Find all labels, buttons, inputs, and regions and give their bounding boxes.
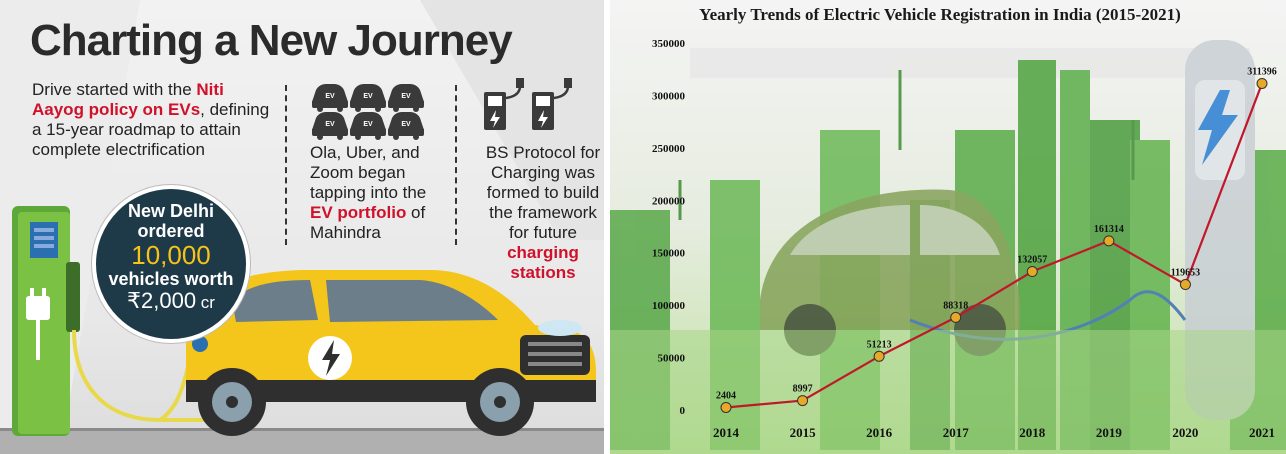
callout-value: ₹2,000 cr xyxy=(96,289,246,315)
car-badge-label: EV xyxy=(401,121,411,128)
ev-car xyxy=(186,270,596,436)
line-chart: Yearly Trends of Electric Vehicle Regist… xyxy=(610,0,1286,454)
background-illustration xyxy=(610,40,1286,454)
callout-circle: New Delhi ordered 10,000 vehicles worth … xyxy=(92,185,250,343)
data-label: 2404 xyxy=(716,390,736,401)
trend-line xyxy=(725,83,1264,409)
plug-icon xyxy=(26,288,50,360)
data-label: 119653 xyxy=(1171,268,1200,279)
charging-station-icon xyxy=(484,78,524,130)
data-point xyxy=(1103,235,1115,247)
y-tick-label: 200000 xyxy=(652,195,686,207)
data-point xyxy=(720,401,732,413)
data-label: 311396 xyxy=(1247,66,1276,77)
data-label: 8997 xyxy=(793,384,813,395)
x-tick-label: 2016 xyxy=(866,425,893,440)
y-tick-label: 0 xyxy=(680,405,686,417)
callout-verb: ordered xyxy=(137,221,205,241)
headline: Charting a New Journey xyxy=(30,16,513,65)
y-tick-label: 300000 xyxy=(652,90,686,102)
car-icon: EV xyxy=(388,112,424,140)
callout-text: vehicles worth xyxy=(108,269,234,289)
car-icon-grid: EV EV EV EV EV EV xyxy=(312,84,424,140)
y-tick-label: 250000 xyxy=(652,143,686,155)
data-point xyxy=(873,350,885,362)
callout-amount: ₹2,000 xyxy=(127,288,197,313)
x-tick-label: 2014 xyxy=(713,425,740,440)
divider xyxy=(455,85,457,245)
charging-station-icon xyxy=(532,78,572,130)
chart-panel: Yearly Trends of Electric Vehicle Regist… xyxy=(610,0,1286,454)
x-axis: 2014 2015 2016 2017 2018 2019 2020 2021 xyxy=(713,425,1275,440)
divider xyxy=(285,85,287,245)
point1-text-a: Drive started with the xyxy=(32,80,197,99)
car-badge-label: EV xyxy=(363,93,373,100)
data-label: 51213 xyxy=(867,339,892,350)
callout-count: 10,000 xyxy=(131,240,211,270)
car-badge-label: EV xyxy=(325,121,335,128)
data-point xyxy=(1256,77,1268,89)
x-tick-label: 2019 xyxy=(1096,425,1123,440)
point2-highlight: EV portfolio xyxy=(310,203,407,222)
point3-highlight: charging stations xyxy=(507,243,579,282)
y-tick-label: 100000 xyxy=(652,300,686,312)
charger-station xyxy=(12,206,230,436)
point2-text-b: of Mahindra xyxy=(310,203,426,242)
data-point xyxy=(1179,279,1191,291)
car-icon: EV xyxy=(312,112,348,140)
data-label: 132057 xyxy=(1017,255,1047,266)
car-badge-label: EV xyxy=(363,121,373,128)
point-niti-aayog: Drive started with the Niti Aayog policy… xyxy=(32,80,272,160)
point-ev-portfolio: Ola, Uber, and Zoom began tapping into t… xyxy=(310,143,445,243)
chart-title: Yearly Trends of Electric Vehicle Regist… xyxy=(699,5,1181,24)
infographic-panel: Charting a New Journey Drive started wit… xyxy=(0,0,604,454)
car-icon: EV xyxy=(312,84,348,112)
callout-unit: cr xyxy=(196,293,215,312)
data-point xyxy=(1026,266,1038,278)
car-icon: EV xyxy=(350,84,386,112)
data-label: 88318 xyxy=(943,300,968,311)
data-point xyxy=(797,395,809,407)
y-tick-label: 50000 xyxy=(658,353,686,365)
y-tick-label: 350000 xyxy=(652,38,686,50)
road xyxy=(0,430,604,454)
x-tick-label: 2015 xyxy=(790,425,817,440)
y-tick-label: 150000 xyxy=(652,248,686,260)
callout-city: New Delhi xyxy=(127,201,215,221)
point3-text-a: BS Protocol for Charging was formed to b… xyxy=(485,143,601,242)
car-badge-label: EV xyxy=(401,93,411,100)
x-tick-label: 2021 xyxy=(1249,425,1275,440)
car-icon: EV xyxy=(388,84,424,112)
point1-highlight: Niti Aayog policy on EVs xyxy=(32,80,224,119)
x-tick-label: 2017 xyxy=(943,425,970,440)
car-icon: EV xyxy=(350,112,386,140)
point2-text-a: Ola, Uber, and Zoom began tapping into t… xyxy=(310,143,427,202)
x-tick-label: 2018 xyxy=(1019,425,1045,440)
data-label: 161314 xyxy=(1094,224,1124,235)
illustration: EV EV EV EV EV EV xyxy=(0,78,604,454)
series-line: 2404 8997 51213 88318 132057 161314 119653 3113… xyxy=(716,66,1277,413)
y-axis: 0 50000 100000 150000 200000 250000 300000 3500… xyxy=(652,38,686,417)
point1-text-b: , defining a 15-year roadmap to attain c… xyxy=(32,100,270,159)
point-bs-protocol: BS Protocol for Charging was formed to b… xyxy=(478,143,604,283)
car-badge-label: EV xyxy=(325,93,335,100)
x-tick-label: 2020 xyxy=(1172,425,1198,440)
data-point xyxy=(950,311,962,323)
